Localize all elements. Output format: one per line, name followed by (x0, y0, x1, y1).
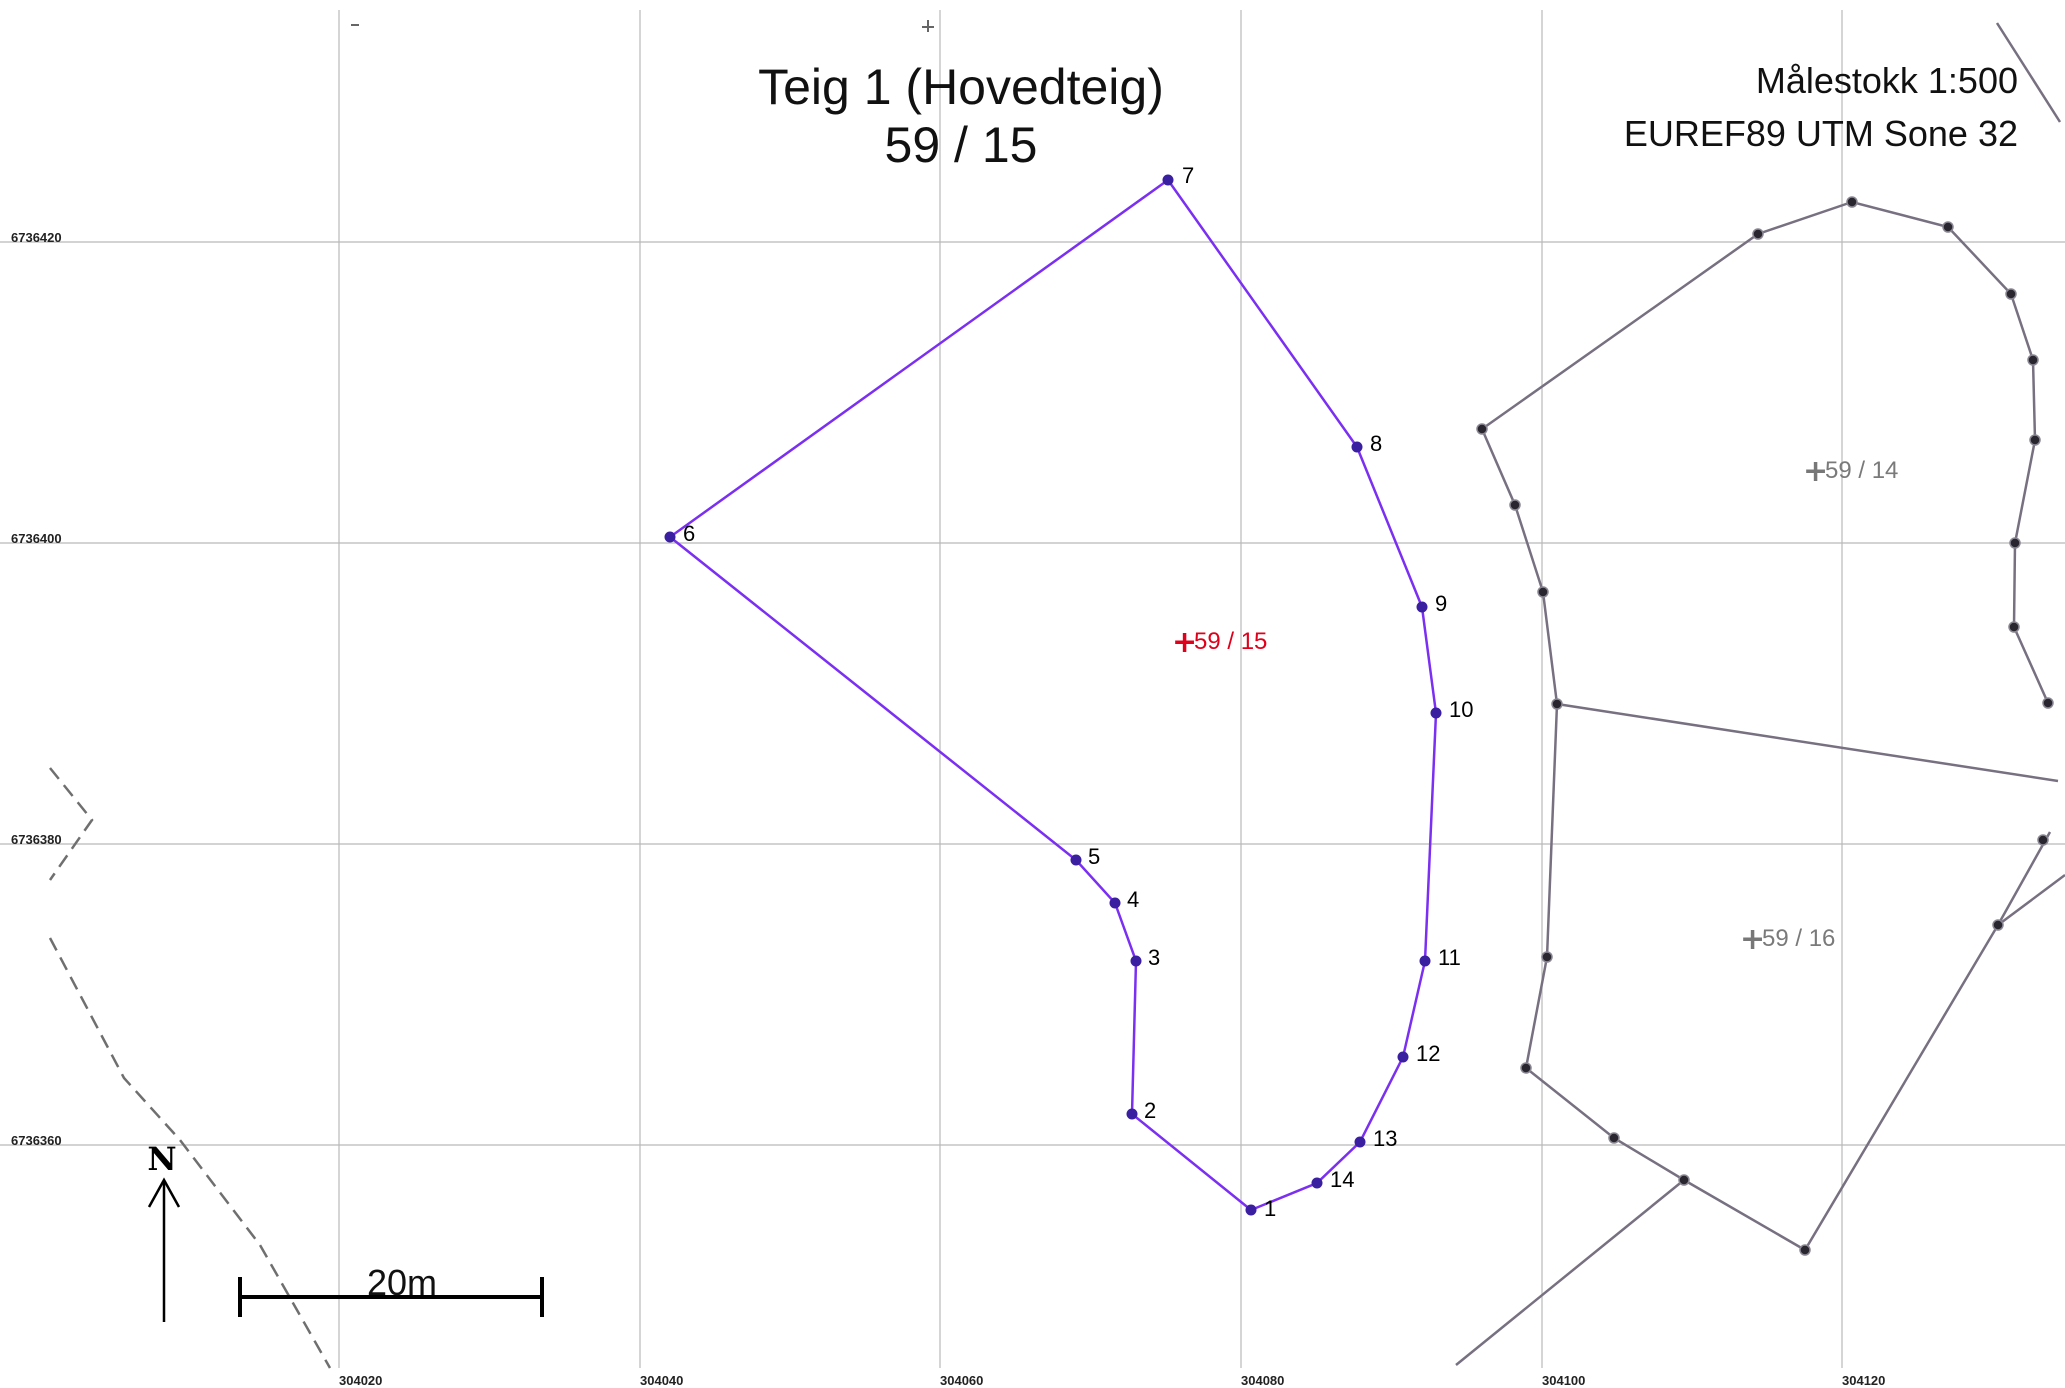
vertex-label: 6 (683, 521, 695, 546)
main-parcel-boundary (667, 178, 1438, 1212)
northing-label: 6736400 (11, 531, 62, 546)
road-edge-upper (48, 767, 94, 881)
north-label: N (147, 1140, 176, 1178)
scale-bar (238, 1277, 544, 1317)
neighbour-vertex (1942, 221, 1954, 233)
easting-label: 304020 (339, 1373, 382, 1388)
map-title: Teig 1 (Hovedteig) 59 / 15 (758, 59, 1164, 173)
vertex-label: 5 (1088, 844, 1100, 869)
main-parcel-label: + 59 / 15 (1172, 625, 1267, 660)
neighbour-vertex (1509, 499, 1521, 511)
edge-marks (351, 20, 934, 32)
neighbour-vertex (1541, 951, 1553, 963)
title-line-2: 59 / 15 (885, 117, 1038, 173)
parcel-marker-cross: + (1172, 625, 1197, 660)
main-parcel-vertex-labels: 1 2 3 4 5 6 7 8 9 10 11 12 13 14 (683, 163, 1473, 1221)
vertex-label: 11 (1438, 945, 1461, 970)
neighbour-vertex (1520, 1062, 1532, 1074)
north-arrow-head-icon (147, 1177, 181, 1208)
easting-label: 304120 (1842, 1373, 1885, 1388)
main-parcel-vertices (664, 174, 1442, 1216)
vertex-label: 4 (1127, 887, 1139, 912)
neighbour-boundary-ne (1995, 22, 2062, 123)
vertex-point (1419, 955, 1431, 967)
title-line-1: Teig 1 (Hovedteig) (758, 59, 1164, 115)
vertex-point (1430, 707, 1442, 719)
easting-label: 304080 (1241, 1373, 1284, 1388)
neighbour-boundary-59-14 (1481, 200, 2050, 704)
vertex-point (1416, 601, 1428, 613)
neighbour-vertex (1608, 1132, 1620, 1144)
neighbour-boundary-west (1480, 428, 2052, 1252)
vertex-point (1162, 174, 1174, 186)
neighbour-vertex (1846, 196, 1858, 208)
vertex-label: 2 (1144, 1098, 1156, 1123)
vertex-label: 9 (1435, 591, 1447, 616)
neighbour-vertex (2005, 288, 2017, 300)
neighbour-vertex (1551, 698, 1563, 710)
vertex-point (1109, 897, 1121, 909)
vertex-label: 3 (1148, 945, 1160, 970)
neighbour-boundary-east (1997, 873, 2065, 927)
parcel-label: 59 / 15 (1194, 628, 1267, 655)
vertex-label: 1 (1264, 1196, 1276, 1221)
road-edge (48, 767, 332, 1369)
neighbour-vertex (1476, 423, 1488, 435)
easting-label: 304100 (1542, 1373, 1585, 1388)
vertex-point (1070, 854, 1082, 866)
coordinate-grid (0, 10, 2065, 1368)
vertex-point (1351, 441, 1363, 453)
vertex-label: 13 (1373, 1126, 1397, 1151)
vertex-point (1126, 1108, 1138, 1120)
vertex-label: 10 (1449, 697, 1473, 722)
neighbour-vertex (2037, 834, 2049, 846)
easting-label: 304060 (940, 1373, 983, 1388)
neighbour-vertex (2008, 621, 2020, 633)
neighbour-vertices (1476, 196, 2054, 1256)
main-parcel: 1 2 3 4 5 6 7 8 9 10 11 12 13 14 + 59 / … (664, 163, 1473, 1221)
vertex-label: 7 (1182, 163, 1194, 188)
vertex-label: 8 (1370, 431, 1382, 456)
neighbour-vertex (1678, 1174, 1690, 1186)
parcel-label: 59 / 14 (1825, 457, 1898, 484)
neighbour-vertex (1752, 228, 1764, 240)
neighbour-vertex (1537, 586, 1549, 598)
neighbour-boundary-sw (1455, 1179, 1685, 1366)
grid-labels: 304020 304040 304060 304080 304100 30412… (11, 230, 1885, 1388)
road-edge-lower (48, 937, 332, 1369)
easting-label: 304040 (640, 1373, 683, 1388)
vertex-point (1397, 1051, 1409, 1063)
neighbour-label-59-14: + 59 / 14 (1803, 454, 1898, 489)
northing-label: 6736360 (11, 1133, 62, 1148)
neighbour-parcels (1455, 22, 2065, 1366)
parcel-marker-cross: + (1740, 922, 1765, 957)
neighbour-vertex (1799, 1244, 1811, 1256)
vertex-label: 14 (1330, 1167, 1354, 1192)
scale-bar-label: 20m (367, 1262, 437, 1303)
neighbour-boundary-divider (1556, 702, 2059, 783)
neighbour-vertex (2029, 434, 2041, 446)
north-arrow: N (147, 1140, 181, 1322)
neighbour-vertex (1992, 919, 2004, 931)
neighbour-vertex (2042, 697, 2054, 709)
parcel-label: 59 / 16 (1762, 925, 1835, 952)
vertex-point (1354, 1136, 1366, 1148)
vertex-point (1311, 1177, 1323, 1189)
vertex-point (1245, 1204, 1257, 1216)
parcel-marker-cross: + (1803, 454, 1828, 489)
scale-text: Målestokk 1:500 (1756, 60, 2018, 101)
neighbour-vertex (2009, 537, 2021, 549)
vertex-point (664, 531, 676, 543)
northing-label: 6736380 (11, 832, 62, 847)
vertex-point (1130, 955, 1142, 967)
northing-label: 6736420 (11, 230, 62, 245)
neighbour-label-59-16: + 59 / 16 (1740, 922, 1835, 957)
projection-text: EUREF89 UTM Sone 32 (1624, 113, 2018, 154)
neighbour-vertex (2027, 354, 2039, 366)
map-info: Målestokk 1:500 EUREF89 UTM Sone 32 (1624, 60, 2018, 154)
vertex-label: 12 (1416, 1041, 1440, 1066)
